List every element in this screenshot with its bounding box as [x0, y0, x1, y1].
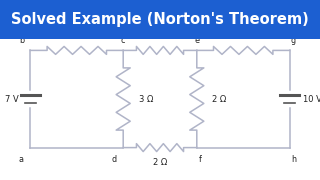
Text: c: c: [121, 36, 125, 45]
Text: e: e: [194, 36, 199, 45]
Text: h: h: [291, 155, 296, 164]
Text: 5 Ω: 5 Ω: [153, 31, 167, 40]
Text: d: d: [112, 155, 117, 164]
Text: Find the current in the branch - ef: Find the current in the branch - ef: [53, 19, 267, 29]
Text: 7 V: 7 V: [5, 94, 19, 103]
Text: 2 Ω: 2 Ω: [153, 158, 167, 167]
Text: Solved Example (Norton's Theorem): Solved Example (Norton's Theorem): [11, 12, 309, 27]
Text: f: f: [199, 155, 202, 164]
Text: a: a: [19, 155, 24, 164]
Text: b: b: [19, 36, 24, 45]
Text: 10 V: 10 V: [303, 94, 320, 103]
Text: g: g: [291, 36, 296, 45]
Text: 2 Ω: 2 Ω: [212, 94, 227, 103]
Text: 2 Ω: 2 Ω: [70, 31, 84, 40]
Text: 3 Ω: 3 Ω: [139, 94, 153, 103]
Text: 2 Ω: 2 Ω: [236, 31, 250, 40]
Bar: [0, 0, 320, 39]
